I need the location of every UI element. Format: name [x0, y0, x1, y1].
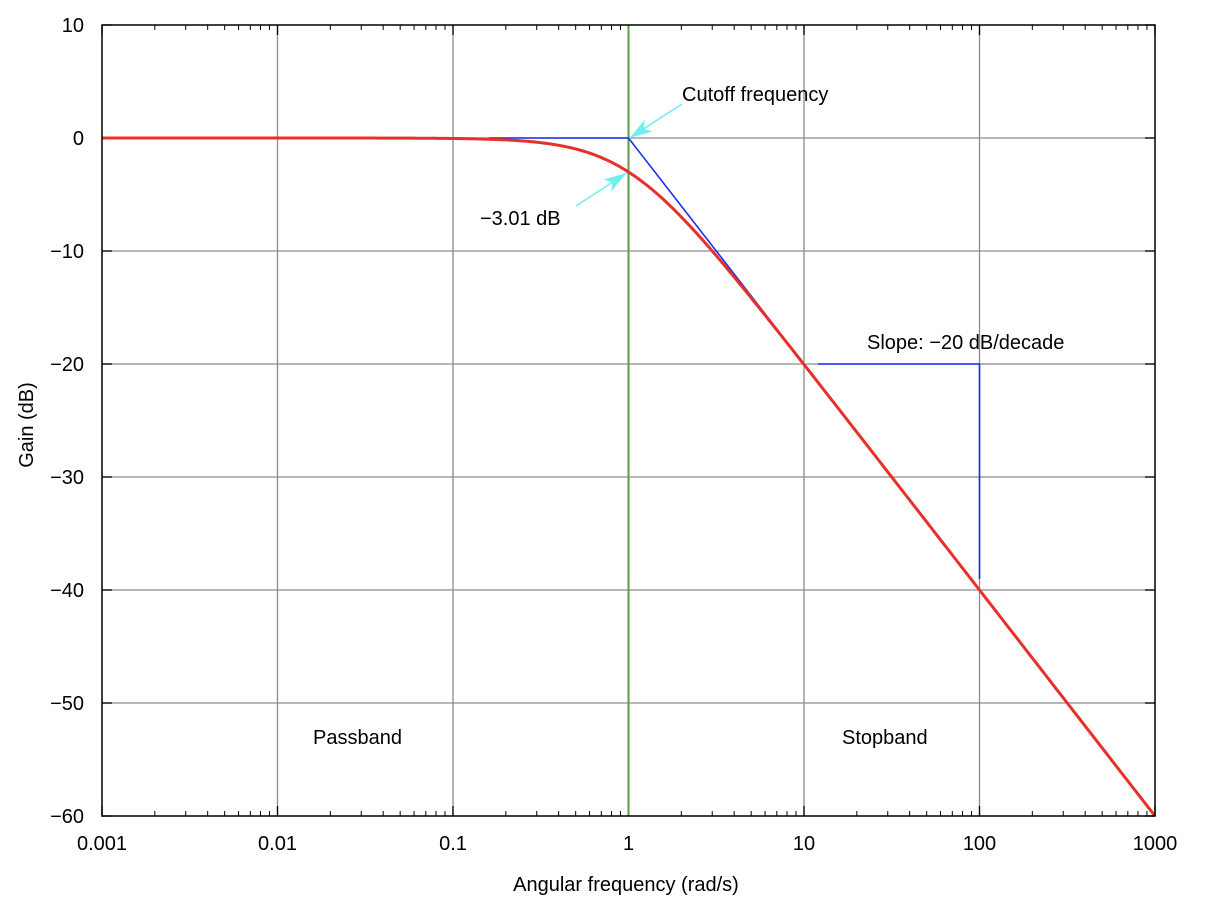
- x-tick-label: 0.1: [439, 833, 467, 855]
- x-tick-label: 100: [963, 833, 996, 855]
- magnitude-curve: [102, 136, 1157, 817]
- annotation-slope: Slope: −20 dB/decade: [867, 332, 1064, 354]
- 3db-arrow-head: [603, 173, 627, 192]
- series: [102, 25, 1157, 817]
- y-tick-label: −30: [50, 467, 84, 489]
- x-tick-label: 10: [793, 833, 815, 855]
- annotation-passband: Passband: [313, 727, 402, 749]
- x-axis-label: Angular frequency (rad/s): [513, 874, 739, 896]
- y-tick-label: −60: [50, 806, 84, 828]
- cutoff-arrow-head: [629, 119, 653, 138]
- y-tick-label: −20: [50, 354, 84, 376]
- y-tick-label: −50: [50, 693, 84, 715]
- plot-frame: [101, 24, 1156, 817]
- slope-indicator: [817, 363, 981, 579]
- annotation-3db: −3.01 dB: [480, 208, 561, 230]
- x-tick-label: 0.001: [77, 833, 127, 855]
- y-axis-label: Gain (dB): [16, 382, 38, 468]
- y-tick-label: 10: [62, 15, 84, 37]
- tick-labels: 0.001 0.01 0.1 1 10 100 1000100−10−20−30−40−50…: [50, 15, 1177, 855]
- x-tick-label: 0.01: [258, 833, 297, 855]
- y-tick-label: 0: [73, 128, 84, 150]
- y-tick-label: −40: [50, 580, 84, 602]
- x-tick-label: 1: [623, 833, 634, 855]
- annotation-cutoff: Cutoff frequency: [682, 84, 828, 106]
- y-tick-label: −10: [50, 241, 84, 263]
- annotation-stopband: Stopband: [842, 727, 928, 749]
- x-tick-label: 1000: [1133, 833, 1178, 855]
